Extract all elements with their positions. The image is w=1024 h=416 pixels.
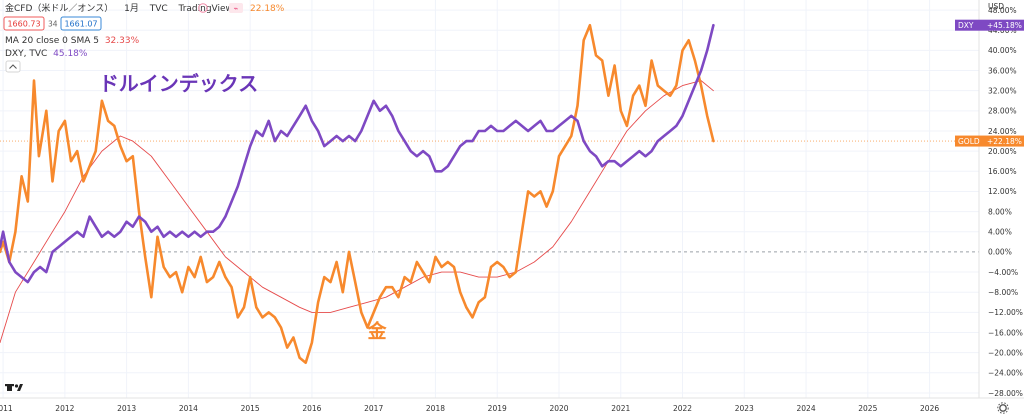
value-tag-value: +22.18% (987, 137, 1022, 146)
x-tick-label: 2026 (920, 404, 939, 413)
spread-value: 34 (48, 20, 58, 29)
status-dot-icon (198, 3, 208, 13)
y-tick-label: 48.00% (988, 6, 1017, 15)
value-tag-dxy (955, 19, 1024, 31)
y-tick-label: 12.00% (988, 187, 1017, 196)
bid-price[interactable]: 1660.73 (7, 20, 40, 29)
y-tick-label: 8.00% (988, 207, 1012, 216)
ma-label: MA 20 close 0 SMA 5 (5, 36, 99, 46)
platform-label: TradingView (178, 4, 233, 14)
y-tick-label: −12.00% (988, 308, 1023, 317)
x-tick-label: 2013 (117, 404, 136, 413)
series-line-ma (0, 80, 714, 344)
series-line-dxy (0, 23, 715, 284)
chevron-up-icon (9, 64, 17, 69)
y-tick-label: 28.00% (988, 107, 1017, 116)
value-tag-name: DXY (958, 21, 974, 30)
y-tick-label: −4.00% (988, 268, 1018, 277)
dxy-label: DXY, TVC (5, 49, 47, 59)
grid (0, 0, 979, 398)
change-pct: 22.18% (250, 4, 285, 14)
y-tick-label: −20.00% (988, 348, 1023, 357)
x-tick-label: 2020 (549, 404, 568, 413)
x-tick-label: 2015 (241, 404, 260, 413)
symbol-name: 金CFD（米ドル／オンス） (5, 2, 113, 14)
svg-text:⌁: ⌁ (234, 4, 239, 13)
annotation-label: 金 (367, 320, 388, 343)
x-tick-label: 2024 (797, 404, 816, 413)
x-tick-label: 2016 (302, 404, 321, 413)
ask-box[interactable] (60, 16, 102, 31)
x-tick-label: 2018 (426, 404, 445, 413)
y-tick-label: 4.00% (988, 228, 1012, 237)
y-tick-label: 36.00% (988, 66, 1017, 75)
x-tick-label: 2021 (611, 404, 630, 413)
series-layer (0, 23, 715, 364)
settings-gear-icon[interactable] (997, 402, 1009, 414)
x-tick-label: 2017 (364, 404, 383, 413)
source-label: TVC (149, 4, 168, 14)
interval-label: 1月 (124, 3, 139, 14)
x-tick-label: 2025 (858, 404, 877, 413)
y-tick-label: 16.00% (988, 167, 1017, 176)
x-tick-label: 2012 (55, 404, 74, 413)
x-tick-label: 2023 (735, 404, 754, 413)
collapse-legend-button[interactable] (5, 60, 21, 73)
legend-header: 金CFD（米ドル／オンス） 1月 TVC TradingView ⌁ 22.18… (3, 2, 285, 73)
value-tag-gold (955, 135, 1024, 147)
x-tick-label: 2022 (673, 404, 692, 413)
x-tick-label: 2011 (0, 404, 13, 413)
y-axis: 48.00%44.00%40.00%36.00%32.00%28.00%24.0… (988, 6, 1023, 398)
y-tick-label: −28.00% (988, 389, 1023, 398)
ask-price[interactable]: 1661.07 (64, 20, 97, 29)
y-tick-label: −8.00% (988, 288, 1018, 297)
value-tag-name: GOLD (958, 137, 980, 146)
annotation-label: ドルインデックス (99, 72, 258, 96)
y-tick-label: 24.00% (988, 127, 1017, 136)
ma-legend[interactable]: MA 20 close 0 SMA 5 32.33% (5, 36, 140, 46)
y-tick-label: −16.00% (988, 328, 1023, 337)
currency-label: USD (988, 2, 1004, 11)
value-tag-value: +45.18% (987, 21, 1022, 30)
series-line-gold (0, 23, 715, 364)
y-tick-label: 0.00% (988, 248, 1012, 257)
bid-box[interactable] (3, 16, 45, 31)
x-tick-label: 2014 (179, 404, 198, 413)
value-tags: DXY +45.18% GOLD +22.18% (955, 19, 1024, 147)
y-tick-label: 40.00% (988, 46, 1017, 55)
dxy-legend[interactable]: DXY, TVC 45.18% (5, 49, 88, 59)
y-tick-label: 20.00% (988, 147, 1017, 156)
dxy-value: 45.18% (53, 49, 88, 59)
y-tick-label: 32.00% (988, 86, 1017, 95)
x-axis: 2011 2012 2013 2014 2015 2016 2017 2018 2019 2020… (0, 404, 939, 413)
x-tick-label: 2019 (488, 404, 507, 413)
tradingview-logo-icon (5, 384, 23, 391)
market-status-badge (229, 3, 243, 13)
ma-value: 32.33% (105, 36, 140, 46)
y-tick-label: −24.00% (988, 369, 1023, 378)
symbol-title[interactable]: 金CFD（米ドル／オンス） 1月 TVC TradingView (5, 2, 233, 14)
